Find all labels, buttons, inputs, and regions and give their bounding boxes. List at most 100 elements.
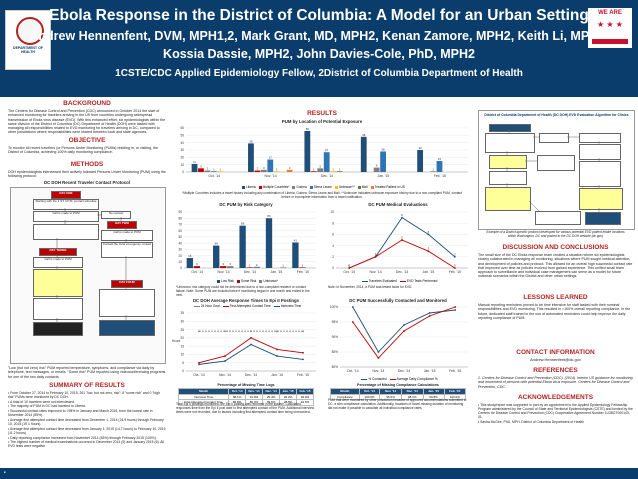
data-label: 80 xyxy=(267,214,271,218)
data-point xyxy=(427,250,430,253)
chart4-legend: 24 Hour Goal First Attempted Contact Time… xyxy=(172,304,320,310)
legend-swatch xyxy=(334,185,338,189)
data-label: 36 xyxy=(215,242,219,246)
series-line xyxy=(349,239,456,269)
data-point xyxy=(198,363,200,366)
algorithm-box-8 xyxy=(579,161,621,187)
missing-time-logs-table: Month Oct. '14 Nov. '14 Dec. '14 Jan. '15 Feb… xyxy=(177,388,315,406)
data-label: 6 xyxy=(428,230,430,234)
legend-label: Some Risk xyxy=(240,279,257,283)
data-point xyxy=(351,306,354,308)
x-tick-label: Dec. '14 xyxy=(245,373,257,377)
bar xyxy=(186,258,193,268)
x-tick-label: Nov. '14 xyxy=(370,270,382,274)
data-label: 11 xyxy=(193,160,196,164)
data-label: 1 xyxy=(249,263,251,267)
bar xyxy=(286,169,293,172)
background-heading: BACKGROUND xyxy=(63,100,111,107)
bar xyxy=(436,161,443,172)
chart5-title: DC PUM Successfully Contacted and Monito… xyxy=(349,298,447,303)
data-label: 2 xyxy=(257,167,259,171)
data-point xyxy=(427,233,430,236)
table-cell: 19.5% xyxy=(295,399,315,406)
x-tick-label: Feb. '15 xyxy=(449,369,461,373)
methods-text: DOH epidemiologists interviewed their ac… xyxy=(8,170,166,179)
contact-protocol-flowchart: DAY ONE Starting with the 1 ST 4 P.M. co… xyxy=(10,187,166,364)
y-tick-label: 6 xyxy=(332,233,334,237)
legend-label: % Contacted xyxy=(368,377,387,381)
data-label: 9 xyxy=(401,213,403,217)
algorithm-box-7 xyxy=(537,155,575,171)
data-label: 1 xyxy=(432,167,434,171)
flow-arrows xyxy=(56,197,127,322)
chart2-title: DC PUM by Risk Category xyxy=(219,202,273,207)
y-tick-label: 40 xyxy=(180,141,184,145)
data-point xyxy=(374,255,377,258)
data-label: 2 xyxy=(256,263,258,267)
data-label: 1 xyxy=(220,167,222,171)
contact-email[interactable]: Andrew.Hennenfent@dc.gov xyxy=(530,357,581,362)
data-point xyxy=(453,255,456,258)
logo-left-text: DEPARTMENT OF HEALTH xyxy=(13,46,43,54)
y-tick-label: 90 xyxy=(178,210,182,214)
summary-item: • A total of 10 travelers were not inter… xyxy=(8,399,75,404)
legend-swatch xyxy=(236,279,240,283)
authors-line-2: Kossia Dassie, MPH2, John Davies-Cole, P… xyxy=(163,47,475,61)
legend-label: Interview Time xyxy=(280,304,302,308)
data-label: 0 xyxy=(454,264,456,268)
y-tick-label: 4 xyxy=(332,244,334,248)
y-tick-label: 70 xyxy=(178,223,182,227)
data-label: 5 xyxy=(319,164,321,168)
bar xyxy=(213,245,220,268)
bar xyxy=(254,170,261,172)
summary-heading: SUMMARY OF RESULTS xyxy=(49,382,125,389)
data-point xyxy=(428,312,431,314)
y-tick-label: 30 xyxy=(180,148,184,152)
summary-item: • Daily reporting compliance increased f… xyxy=(8,435,157,440)
data-label: 3 xyxy=(263,166,265,170)
x-tick-label: Oct. '14 xyxy=(347,369,359,373)
summary-item: • The majority of PUM in DC had traveled… xyxy=(8,404,86,409)
chart1-legend: Liberia Multiple Countries* Guinea Sierra L… xyxy=(172,185,472,191)
table-cell: 39.0% xyxy=(295,393,315,401)
chart-risk-category: 0 10 20 30 40 50 60 70 80 90 Oct. '14 Nov. '14 Dec. … xyxy=(178,210,316,274)
summary-item: • The highest number of medical examinat… xyxy=(8,440,165,449)
data-label: 39 xyxy=(249,139,253,143)
references-heading: REFERENCES xyxy=(533,367,578,374)
bar xyxy=(323,152,330,172)
summary-item: • Average first attempted contact time d… xyxy=(8,426,166,435)
x-tick-label: Dec. '14 xyxy=(396,270,408,274)
data-point xyxy=(403,324,405,326)
bar xyxy=(204,170,211,172)
data-point xyxy=(276,348,278,351)
data-point xyxy=(454,309,457,311)
data-label: 3 xyxy=(428,247,430,251)
y-tick-label: 95% xyxy=(332,320,339,324)
x-tick-label: Oct. '14 xyxy=(208,174,220,178)
legend-label: Sierra Leone xyxy=(313,185,332,189)
x-tick-label: Feb. '15 xyxy=(434,174,446,178)
legend-label: 24 Hour Goal xyxy=(200,304,220,308)
footer-logo: ■ xyxy=(4,470,6,474)
bar xyxy=(217,171,224,172)
bar xyxy=(330,171,337,172)
chart4-table-title: Percentage of Missing Time Logs xyxy=(217,383,275,387)
bar xyxy=(317,168,324,172)
flow-day-four: DAY FOUR xyxy=(111,280,143,288)
table-row: Compliance 100.0% 95.0% 98.1% 99.8% 100.0% xyxy=(330,393,467,401)
data-label: 0 xyxy=(348,264,350,268)
we-are-dc-logo: WE ARE ★ ★ ★ xyxy=(588,8,632,48)
table-header-cell: Feb. '15 xyxy=(295,388,315,395)
methods-heading: METHODS xyxy=(70,161,104,168)
authors-line-1: Andrew Hennenfent, DVM, MPH1,2, Mark Gra… xyxy=(29,29,609,43)
series-line xyxy=(352,306,456,359)
algorithm-box-5 xyxy=(579,144,621,160)
data-label: 56 xyxy=(306,127,310,131)
algorithm-box-10 xyxy=(485,187,531,211)
dc-flag-bar xyxy=(592,39,628,44)
table-cell: 25.4% xyxy=(262,393,281,401)
bar xyxy=(248,143,254,172)
bar xyxy=(260,169,267,172)
flow-step-f xyxy=(99,320,155,336)
